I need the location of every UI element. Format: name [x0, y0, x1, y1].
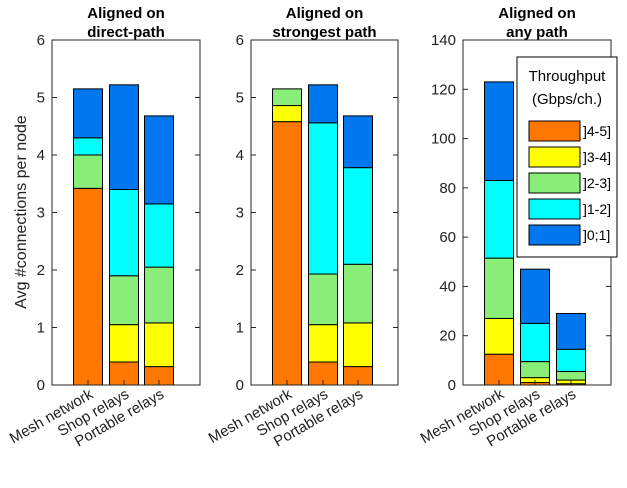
y-tick-label: 0 — [448, 377, 456, 394]
y-tick-label: 4 — [37, 147, 45, 164]
bar-segment-1-2 — [144, 203, 174, 268]
y-tick-label: 5 — [37, 90, 45, 107]
bar-segment-3-4 — [272, 105, 302, 123]
bar-segment-3-4 — [484, 317, 514, 355]
bar-segment-4-5 — [73, 187, 103, 386]
bar-segment-1-2 — [484, 179, 514, 259]
bar-segment-3-4 — [109, 324, 139, 363]
bar-segment-3-4 — [144, 322, 174, 368]
bar-segment-1-2 — [73, 137, 103, 156]
bar-segment-0-1 — [109, 84, 139, 190]
y-tick-label: 140 — [431, 32, 456, 49]
bar-segment-2-3 — [144, 266, 174, 324]
y-tick-label: 20 — [439, 328, 456, 345]
bar-segment-2-3 — [556, 370, 586, 381]
panel-title-line: Aligned on — [498, 5, 576, 22]
bar-segment-2-3 — [484, 257, 514, 319]
y-tick-label: 40 — [439, 278, 456, 295]
y-axis-label: Avg #connections per node — [13, 115, 30, 309]
legend-swatch-0-1 — [528, 224, 581, 246]
bar-segment-2-3 — [520, 361, 550, 379]
legend-swatch-1-2 — [528, 198, 581, 220]
y-tick-label: 6 — [236, 32, 244, 49]
bar-segment-2-3 — [343, 263, 373, 324]
panel-title-line: direct-path — [87, 24, 165, 41]
bar-segment-0-1 — [520, 268, 550, 324]
y-tick-label: 4 — [236, 147, 244, 164]
legend-swatch-2-3 — [528, 172, 581, 194]
bar-segment-2-3 — [272, 88, 302, 107]
y-tick-label: 1 — [37, 320, 45, 337]
y-tick-label: 80 — [439, 180, 456, 197]
bar-segment-1-2 — [109, 189, 139, 277]
legend-label-2-3: ]2-3] — [583, 175, 611, 191]
y-tick-label: 120 — [431, 81, 456, 98]
bar-segment-1-2 — [308, 122, 338, 275]
panel-title-line: Aligned on — [286, 5, 364, 22]
legend-title-line: (Gbps/ch.) — [532, 91, 602, 108]
legend-label-4-5: ]4-5] — [583, 123, 611, 139]
y-tick-label: 0 — [236, 377, 244, 394]
panel-title-line: any path — [506, 24, 568, 41]
y-tick-label: 100 — [431, 131, 456, 148]
y-tick-label: 60 — [439, 229, 456, 246]
bar-segment-4-5 — [272, 121, 302, 386]
y-tick-label: 6 — [37, 32, 45, 49]
legend: Throughput (Gbps/ch.) ]4-5] ]3-4] ]2-3] ]1-2]… — [516, 56, 618, 258]
axes-box — [51, 39, 201, 386]
panel-title-line: Aligned on — [87, 5, 165, 22]
y-tick-label: 3 — [37, 205, 45, 222]
legend-label-0-1: ]0;1] — [583, 227, 610, 243]
bar-segment-0-1 — [73, 88, 103, 139]
bar-segment-0-1 — [144, 115, 174, 205]
y-tick-label: 5 — [236, 90, 244, 107]
bar-segment-0-1 — [556, 313, 586, 350]
legend-swatch-4-5 — [528, 120, 581, 142]
legend-swatch-3-4 — [528, 146, 581, 168]
bar-segment-0-1 — [484, 81, 514, 181]
y-tick-label: 3 — [236, 205, 244, 222]
y-tick-label: 2 — [236, 262, 244, 279]
axes-box — [250, 39, 399, 386]
bar-segment-2-3 — [73, 154, 103, 189]
bar-segment-0-1 — [343, 115, 373, 169]
bar-segment-0-1 — [308, 84, 338, 124]
legend-title-line: Throughput — [529, 68, 607, 85]
bar-segment-1-2 — [343, 167, 373, 265]
legend-label-3-4: ]3-4] — [583, 149, 611, 165]
bar-segment-1-2 — [520, 322, 550, 363]
panel-title-line: strongest path — [272, 24, 376, 41]
y-tick-label: 1 — [236, 320, 244, 337]
bar-segment-2-3 — [308, 273, 338, 326]
bar-segment-3-4 — [308, 324, 338, 363]
y-tick-label: 0 — [37, 377, 45, 394]
bar-segment-3-4 — [343, 322, 373, 368]
bar-segment-2-3 — [109, 275, 139, 326]
bar-segment-1-2 — [556, 348, 586, 372]
legend-label-1-2: ]1-2] — [583, 201, 611, 217]
y-tick-label: 2 — [37, 262, 45, 279]
